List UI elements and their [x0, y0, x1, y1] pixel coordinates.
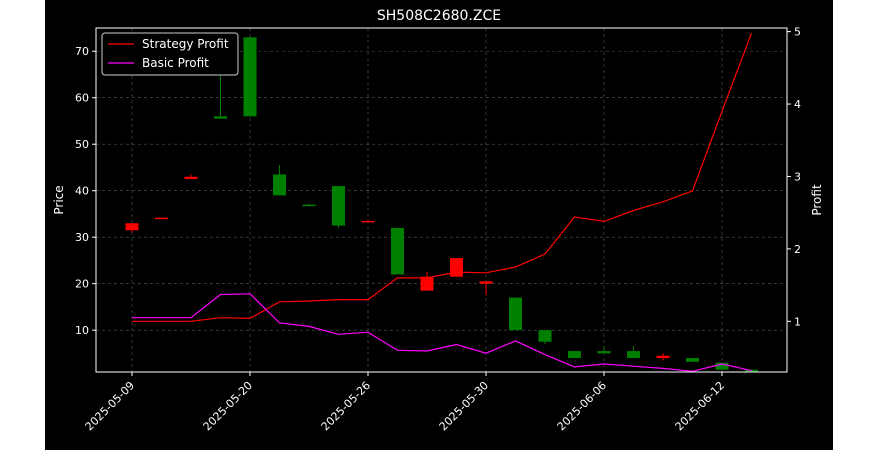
y-tick-label-left: 40 — [75, 185, 89, 198]
candle-body — [509, 297, 522, 331]
candle-body — [656, 355, 670, 359]
candle-body — [214, 116, 227, 119]
x-tick-label: 2025-05-26 — [319, 379, 373, 433]
basic-profit-line — [132, 293, 752, 372]
candle-body — [538, 330, 552, 342]
candle — [686, 358, 699, 362]
candle-body — [273, 174, 286, 196]
x-tick-label: 2025-05-20 — [201, 379, 255, 433]
y-tick-label-right: 4 — [794, 98, 801, 111]
candle-body — [302, 204, 316, 207]
y-tick-label-right: 2 — [794, 243, 801, 256]
candle — [361, 219, 375, 223]
candle — [125, 223, 139, 233]
candle — [332, 186, 345, 228]
legend-box — [101, 32, 239, 76]
candlestick-chart: SH508C2680.ZCE 10 20 30 40 50 60 70 1 2 3 4 5 2025-0… — [52, 8, 824, 433]
candle-body — [361, 220, 375, 223]
candle-body — [597, 351, 611, 354]
candle-body — [420, 276, 434, 291]
candle — [184, 174, 198, 180]
candle-body — [686, 358, 699, 362]
y-axis-label-left: Price — [52, 185, 66, 214]
candle — [243, 37, 257, 117]
x-tick-label: 2025-05-30 — [437, 379, 491, 433]
candle — [273, 165, 286, 196]
candle-body — [568, 351, 581, 359]
candle-body — [391, 227, 404, 275]
candle-body — [715, 362, 729, 370]
candle — [479, 281, 493, 296]
y-axis-label-right: Profit — [810, 184, 824, 216]
candle — [214, 69, 227, 119]
legend-label-basic: Basic Profit — [142, 56, 209, 70]
candle — [420, 272, 434, 291]
candle — [155, 217, 168, 220]
y-tick-label-right: 1 — [794, 315, 801, 328]
y-tick-label-left: 20 — [75, 278, 89, 291]
legend-label-strategy: Strategy Profit — [142, 37, 229, 51]
chart-title: SH508C2680.ZCE — [377, 8, 501, 24]
profit-lines — [132, 32, 753, 372]
y-tick-label-right: 3 — [794, 170, 801, 183]
y-tick-label-left: 70 — [75, 45, 89, 58]
chart-figure: SH508C2680.ZCE 10 20 30 40 50 60 70 1 2 3 4 5 2025-0… — [45, 0, 833, 450]
candle-body — [479, 281, 493, 284]
candles — [125, 37, 758, 372]
candle-body — [125, 223, 139, 231]
candle-body — [243, 37, 257, 117]
plot-frame — [95, 27, 788, 373]
candle-body — [745, 369, 758, 372]
y-tick-label-right: 5 — [794, 26, 801, 39]
candle-body — [450, 258, 463, 277]
candle-body — [627, 351, 640, 359]
y-tick-label-left: 60 — [75, 92, 89, 105]
x-tick-label: 2025-06-12 — [673, 379, 727, 433]
y-tick-label-left: 50 — [75, 138, 89, 151]
candle — [391, 227, 404, 275]
strategy-profit-line — [132, 32, 753, 322]
candle — [509, 297, 522, 331]
candle-body — [155, 217, 168, 220]
candle — [627, 346, 640, 359]
y-tick-label-left: 10 — [75, 324, 89, 337]
candle — [450, 258, 463, 277]
legend: Strategy Profit Basic Profit — [101, 32, 239, 76]
x-tick-label: 2025-06-06 — [555, 379, 609, 433]
candle-body — [184, 176, 198, 180]
candle — [568, 351, 581, 359]
candle — [538, 330, 552, 345]
x-tick-label: 2025-05-09 — [83, 379, 137, 433]
y-tick-label-left: 30 — [75, 231, 89, 244]
candle-body — [332, 186, 345, 226]
candle — [302, 203, 316, 207]
candle — [656, 353, 670, 361]
candle — [597, 346, 611, 354]
